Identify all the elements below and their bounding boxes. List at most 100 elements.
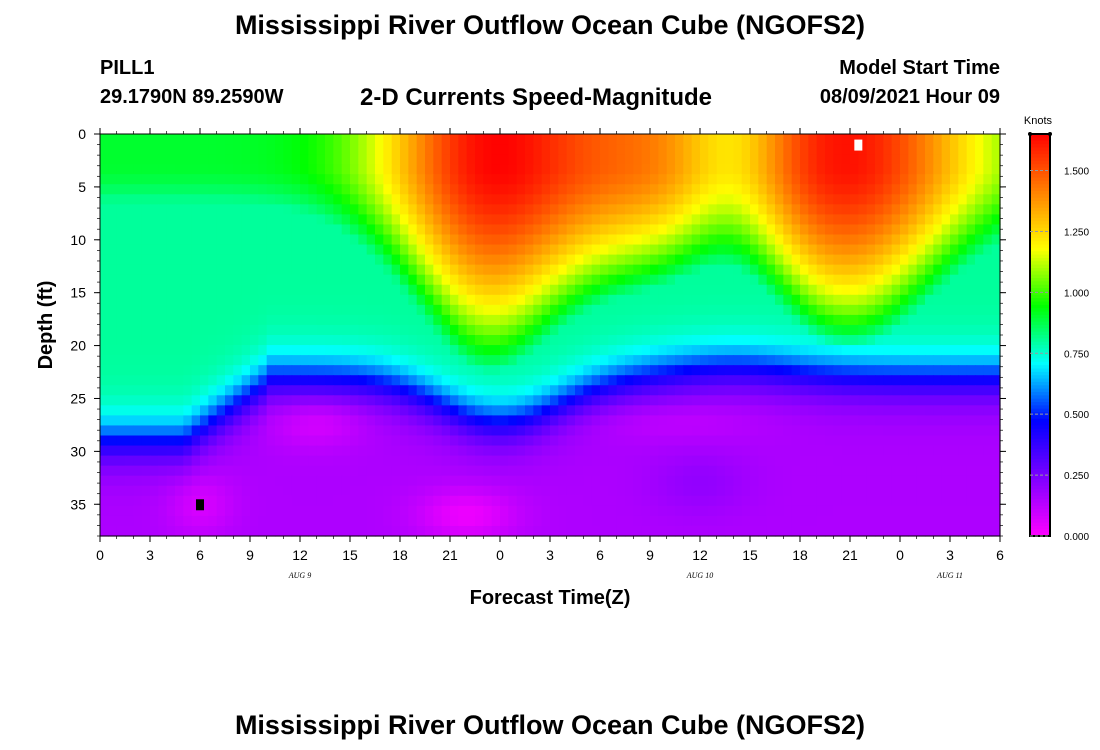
heatmap-cell: [991, 355, 1001, 366]
heatmap-cell: [108, 345, 118, 356]
heatmap-cell: [450, 415, 459, 427]
heatmap-cell: [141, 304, 151, 316]
heatmap-cell: [825, 435, 834, 447]
heatmap-cell: [708, 144, 718, 155]
heatmap-cell: [725, 224, 734, 236]
heatmap-cell: [258, 244, 268, 256]
heatmap-cell: [533, 254, 543, 266]
heatmap-cell: [850, 355, 859, 366]
colorbar-tick-label: 1.250: [1064, 227, 1089, 238]
heatmap-cell: [191, 345, 201, 356]
heatmap-cell: [908, 385, 918, 396]
heatmap-cell: [816, 284, 826, 296]
heatmap-cell: [141, 134, 151, 145]
heatmap-cell: [666, 184, 676, 195]
heatmap-cell: [675, 294, 684, 306]
colorbar-segment: [1030, 224, 1050, 229]
heatmap-cell: [650, 314, 659, 326]
heatmap-cell: [708, 194, 718, 205]
heatmap-cell: [425, 254, 434, 266]
heatmap-cell: [175, 294, 184, 306]
heatmap-cell: [808, 324, 818, 336]
heatmap-cell: [908, 375, 918, 386]
colorbar-segment: [1030, 472, 1050, 477]
heatmap-cell: [850, 345, 859, 356]
heatmap-cell: [291, 284, 301, 296]
heatmap-cell: [891, 465, 901, 477]
heatmap-cell: [191, 274, 201, 286]
heatmap-cell: [391, 355, 401, 366]
heatmap-cell: [741, 164, 751, 175]
heatmap-cell: [841, 395, 851, 406]
heatmap-cell: [341, 254, 351, 266]
heatmap-cell: [925, 254, 934, 266]
heatmap-cell: [950, 475, 959, 487]
heatmap-cell: [208, 144, 218, 155]
colorbar-segment: [1030, 371, 1050, 376]
heatmap-cell: [700, 294, 709, 306]
heatmap-cell: [750, 395, 759, 406]
heatmap-cell: [508, 274, 518, 286]
heatmap-cell: [250, 134, 259, 145]
heatmap-cell: [391, 345, 401, 356]
heatmap-cell: [408, 274, 418, 286]
heatmap-cell: [558, 254, 568, 266]
heatmap-cell: [491, 174, 501, 185]
heatmap-cell: [141, 294, 151, 306]
heatmap-cell: [966, 405, 976, 416]
heatmap-cell: [825, 184, 834, 195]
heatmap-cell: [441, 465, 451, 477]
heatmap-cell: [950, 495, 959, 507]
heatmap-cell: [366, 184, 376, 195]
heatmap-cell: [783, 324, 793, 336]
heatmap-cell: [291, 405, 301, 416]
heatmap-cell: [200, 425, 209, 437]
heatmap-cell: [650, 184, 659, 195]
heatmap-cell: [308, 475, 318, 487]
heatmap-cell: [291, 335, 301, 346]
heatmap-cell: [783, 375, 793, 386]
x-tick-label: 6: [996, 547, 1004, 563]
colorbar-segment: [1030, 391, 1050, 396]
heatmap-cell: [833, 184, 843, 195]
heatmap-cell: [466, 294, 476, 306]
heatmap-cell: [225, 425, 234, 437]
heatmap-cell: [650, 304, 659, 316]
heatmap-cell: [741, 515, 751, 527]
heatmap-cell: [641, 415, 651, 427]
heatmap-cell: [925, 294, 934, 306]
heatmap-cell: [158, 375, 168, 386]
heatmap-cell: [266, 314, 276, 326]
heatmap-cell: [816, 224, 826, 236]
heatmap-cell: [416, 385, 426, 396]
heatmap-cell: [858, 244, 868, 256]
heatmap-cell: [383, 164, 393, 175]
heatmap-cell: [825, 505, 834, 517]
heatmap-cell: [241, 435, 251, 447]
heatmap-cell: [483, 264, 493, 276]
heatmap-cell: [733, 204, 743, 215]
heatmap-cell: [941, 485, 951, 497]
colorbar-segment: [1030, 154, 1050, 159]
heatmap-cell: [941, 164, 951, 175]
heatmap-cell: [125, 475, 134, 487]
heatmap-cell: [683, 214, 693, 226]
heatmap-cell: [183, 224, 193, 236]
heatmap-cell: [958, 234, 968, 246]
heatmap-cell: [700, 154, 709, 165]
colorbar-segment: [1030, 217, 1050, 222]
heatmap-cell: [733, 304, 743, 316]
heatmap-cell: [816, 214, 826, 226]
heatmap-cell: [666, 455, 676, 467]
heatmap-cell: [608, 274, 618, 286]
heatmap-cell: [941, 274, 951, 286]
heatmap-cell: [616, 134, 626, 145]
heatmap-cell: [475, 144, 484, 155]
heatmap-cell: [675, 345, 684, 356]
heatmap-cell: [650, 445, 659, 457]
heatmap-cell: [166, 405, 176, 416]
heatmap-cell: [558, 455, 568, 467]
heatmap-cell: [158, 445, 168, 457]
heatmap-cell: [775, 324, 784, 336]
